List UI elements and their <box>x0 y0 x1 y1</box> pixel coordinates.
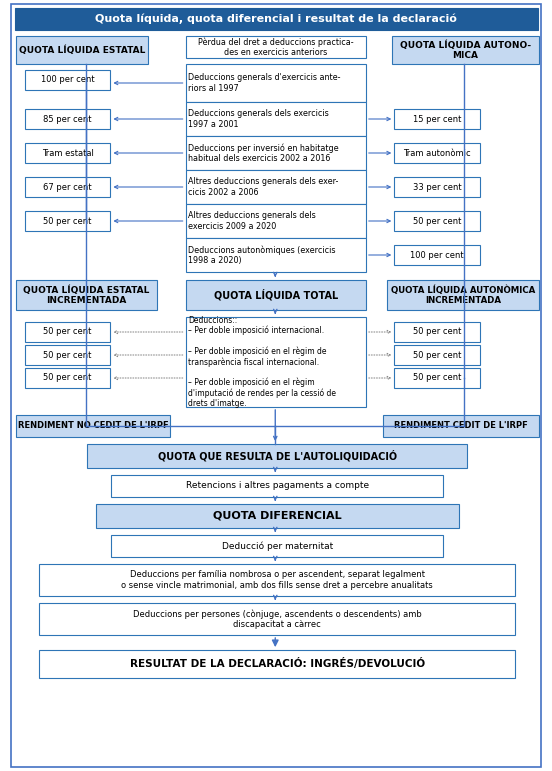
Text: RENDIMENT NO CEDIT DE L'IRPF: RENDIMENT NO CEDIT DE L'IRPF <box>18 422 168 430</box>
Text: Deducció per maternitat: Deducció per maternitat <box>221 541 333 550</box>
Text: 50 per cent: 50 per cent <box>413 351 461 359</box>
Bar <box>394 345 480 365</box>
Text: QUOTA DIFERENCIAL: QUOTA DIFERENCIAL <box>213 511 342 521</box>
Bar <box>185 317 366 407</box>
Bar <box>185 136 366 170</box>
Text: 15 per cent: 15 per cent <box>413 115 461 123</box>
Bar <box>25 177 110 197</box>
Bar <box>25 345 110 365</box>
Bar <box>25 109 110 129</box>
Bar <box>394 368 480 388</box>
Bar <box>25 322 110 342</box>
Bar <box>394 211 480 231</box>
Bar <box>185 36 366 58</box>
Bar <box>87 444 468 468</box>
Text: Deduccions per família nombrosa o per ascendent, separat legalment
o sense vincl: Deduccions per família nombrosa o per as… <box>121 571 433 590</box>
Text: RESULTAT DE LA DECLARACIÓ: INGRÉS/DEVOLUCIÓ: RESULTAT DE LA DECLARACIÓ: INGRÉS/DEVOLU… <box>130 658 425 669</box>
Bar <box>394 322 480 342</box>
Text: Deduccions::
– Per doble imposició internacional.

– Per doble imposició en el r: Deduccions:: – Per doble imposició inter… <box>188 316 337 408</box>
Text: RENDIMENT CEDIT DE L'IRPF: RENDIMENT CEDIT DE L'IRPF <box>394 422 527 430</box>
Bar <box>185 102 366 136</box>
Text: 50 per cent: 50 per cent <box>413 328 461 336</box>
Bar <box>392 36 539 64</box>
Text: 50 per cent: 50 per cent <box>44 328 92 336</box>
Bar <box>15 8 538 30</box>
Text: QUOTA QUE RESULTA DE L'AUTOLIQUIDACIÓ: QUOTA QUE RESULTA DE L'AUTOLIQUIDACIÓ <box>158 450 397 462</box>
Bar <box>185 238 366 272</box>
Text: Retencions i altres pagaments a compte: Retencions i altres pagaments a compte <box>185 482 369 490</box>
Text: 85 per cent: 85 per cent <box>43 115 92 123</box>
Text: Tram estatal: Tram estatal <box>41 149 93 157</box>
Text: 50 per cent: 50 per cent <box>413 373 461 382</box>
Bar <box>112 475 443 497</box>
Text: Altres deduccions generals dels
exercicis 2009 a 2020: Altres deduccions generals dels exercici… <box>188 211 316 231</box>
Bar <box>16 280 157 310</box>
Text: Deduccions per inversió en habitatge
habitual dels exercicis 2002 a 2016: Deduccions per inversió en habitatge hab… <box>188 143 339 163</box>
Text: 33 per cent: 33 per cent <box>413 183 461 191</box>
Bar <box>16 415 170 437</box>
Bar <box>25 368 110 388</box>
Text: QUOTA LÍQUIDA AUTONÒMICA
INCREMENTADA: QUOTA LÍQUIDA AUTONÒMICA INCREMENTADA <box>391 285 535 305</box>
Text: Altres deduccions generals dels exer-
cicis 2002 a 2006: Altres deduccions generals dels exer- ci… <box>188 177 339 197</box>
Bar <box>394 177 480 197</box>
Text: Deduccions autonòmiques (exercicis
1998 a 2020): Deduccions autonòmiques (exercicis 1998 … <box>188 245 336 265</box>
Bar <box>16 36 147 64</box>
Text: Deduccions per persones (cònjuge, ascendents o descendents) amb
discapacitat a c: Deduccions per persones (cònjuge, ascend… <box>133 609 422 629</box>
Text: 50 per cent: 50 per cent <box>413 217 461 225</box>
Bar <box>39 564 515 596</box>
Bar <box>96 504 459 528</box>
Bar <box>25 70 110 90</box>
Text: 67 per cent: 67 per cent <box>43 183 92 191</box>
Bar <box>25 211 110 231</box>
Bar <box>185 280 366 310</box>
Bar <box>394 143 480 163</box>
Bar <box>39 650 515 678</box>
Bar <box>112 535 443 557</box>
Bar <box>185 204 366 238</box>
Text: QUOTA LÍQUIDA AUTONO-
MICA: QUOTA LÍQUIDA AUTONO- MICA <box>400 40 531 60</box>
Text: 50 per cent: 50 per cent <box>44 351 92 359</box>
Text: Pèrdua del dret a deduccions practica-
des en exercicis anteriors: Pèrdua del dret a deduccions practica- d… <box>198 37 354 57</box>
Bar <box>185 170 366 204</box>
Text: 50 per cent: 50 per cent <box>44 217 92 225</box>
Text: Quota líquida, quota diferencial i resultat de la declaració: Quota líquida, quota diferencial i resul… <box>95 14 457 24</box>
Text: 100 per cent: 100 per cent <box>410 251 464 260</box>
Text: Deduccions generals d'exercicis ante-
riors al 1997: Deduccions generals d'exercicis ante- ri… <box>188 73 341 93</box>
Text: Deduccions generals dels exercicis
1997 a 2001: Deduccions generals dels exercicis 1997 … <box>188 109 329 129</box>
Bar <box>25 143 110 163</box>
Bar <box>394 245 480 265</box>
Bar <box>388 280 539 310</box>
Bar <box>394 109 480 129</box>
Bar <box>383 415 539 437</box>
Bar <box>39 603 515 635</box>
Text: QUOTA LÍQUIDA TOTAL: QUOTA LÍQUIDA TOTAL <box>214 289 338 301</box>
Text: QUOTA LÍQUIDA ESTATAL
INCREMENTADA: QUOTA LÍQUIDA ESTATAL INCREMENTADA <box>23 285 150 305</box>
Text: 50 per cent: 50 per cent <box>44 373 92 382</box>
Text: QUOTA LÍQUIDA ESTATAL: QUOTA LÍQUIDA ESTATAL <box>19 45 145 55</box>
Text: 100 per cent: 100 per cent <box>41 76 94 85</box>
Bar <box>185 64 366 102</box>
Text: Tram autonòmic: Tram autonòmic <box>404 149 471 157</box>
